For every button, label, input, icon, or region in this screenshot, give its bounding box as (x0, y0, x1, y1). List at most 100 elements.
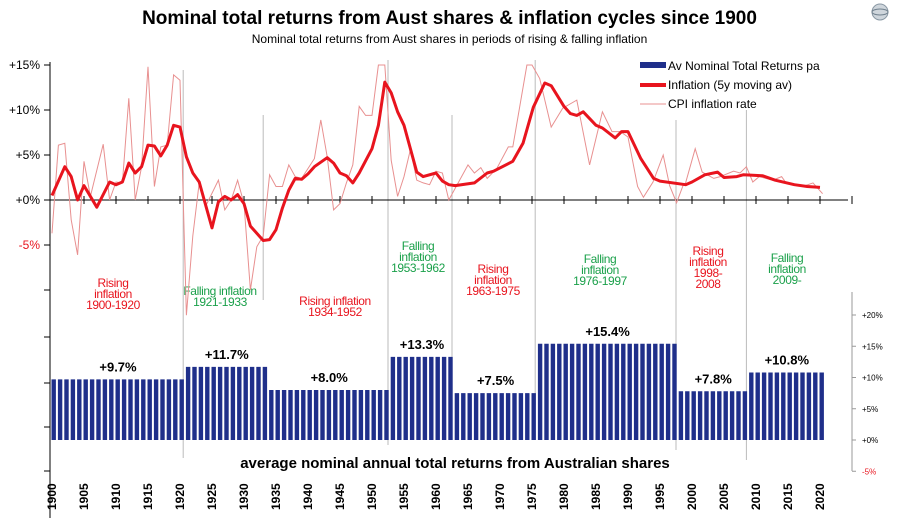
period-name-4: Rising (478, 262, 509, 276)
period-name-3: Falling (402, 239, 435, 253)
bar-1908 (102, 379, 108, 440)
x-tick-label-1915: 1915 (141, 483, 155, 510)
bar-1995 (659, 343, 664, 440)
x-tick-label-2010: 2010 (749, 483, 763, 510)
bar-1925 (211, 366, 216, 440)
bar-1966 (473, 393, 479, 440)
bar-1947 (352, 390, 357, 440)
bar-1936 (281, 390, 287, 440)
bar-2017 (800, 372, 805, 440)
period-name-1: Falling inflation (183, 284, 256, 298)
bar-label-6: +7.8% (695, 371, 733, 386)
x-tick-label-1905: 1905 (77, 483, 91, 510)
chart-title: Nominal total returns from Aust shares &… (142, 8, 757, 29)
bar-1929 (237, 366, 242, 440)
bar-1991 (633, 343, 639, 440)
bar-1919 (173, 379, 178, 440)
x-tick-label-2005: 2005 (717, 483, 731, 510)
x-tick-label-2015: 2015 (781, 483, 795, 510)
y-tick-right-label-0: +20% (862, 311, 883, 320)
x-tick-label-1970: 1970 (493, 483, 507, 510)
bar-1988 (614, 343, 620, 440)
period-name-5: 1976-1997 (573, 274, 628, 288)
bar-1934 (269, 390, 274, 440)
bar-1916 (153, 379, 159, 440)
bar-1926 (217, 366, 223, 440)
period-name-2: 1934-1952 (308, 305, 363, 319)
x-tick-label-1935: 1935 (269, 483, 283, 510)
period-name-7: Falling (771, 251, 804, 265)
bar-1978 (550, 343, 556, 440)
bar-2007 (736, 391, 741, 440)
bar-2004 (717, 391, 722, 440)
x-tick-label-1950: 1950 (365, 483, 379, 510)
x-tick-label-1940: 1940 (301, 483, 315, 510)
y-tick-label-3: +0% (16, 193, 41, 207)
y-tick-right-label-2: +10% (862, 374, 883, 383)
x-tick-label-2020: 2020 (813, 483, 827, 510)
bar-1961 (441, 356, 447, 440)
bar-1931 (249, 366, 255, 440)
bar-1946 (345, 390, 351, 440)
x-tick-label-1955: 1955 (397, 483, 411, 510)
bar-1943 (326, 390, 332, 440)
bar-1954 (397, 356, 402, 440)
y-tick-right-label-4: +0% (862, 436, 878, 445)
bar-1918 (166, 379, 172, 440)
period-name-7: 2009- (773, 273, 802, 287)
x-tick-label-1960: 1960 (429, 483, 443, 510)
bar-1941 (313, 390, 319, 440)
period-name-3: 1953-1962 (391, 261, 446, 275)
bar-1981 (569, 343, 575, 440)
bar-2006 (729, 391, 735, 440)
period-name-5: Falling (584, 252, 617, 266)
bar-1902 (64, 379, 69, 440)
bar-1949 (365, 390, 370, 440)
bar-1903 (70, 379, 76, 440)
bar-1967 (480, 393, 485, 440)
bar-1912 (128, 379, 133, 440)
bar-1904 (77, 379, 82, 440)
bar-1945 (339, 390, 344, 440)
bar-2002 (704, 391, 709, 440)
bar-2001 (697, 391, 703, 440)
bar-1917 (160, 379, 165, 440)
bar-1953 (390, 356, 396, 440)
bar-label-0: +9.7% (99, 359, 137, 374)
x-tick-label-1990: 1990 (621, 483, 635, 510)
bar-1999 (685, 391, 690, 440)
bar-1928 (230, 366, 236, 440)
bar-1914 (141, 379, 146, 440)
x-tick-label-1925: 1925 (205, 483, 219, 510)
bar-1951 (377, 390, 383, 440)
period-name-0: 1900-1920 (86, 298, 141, 312)
bar-1911 (121, 379, 127, 440)
bar-1976 (537, 343, 543, 440)
legend-label-0: Av Nominal Total Returns pa (668, 59, 820, 73)
bar-1922 (192, 366, 197, 440)
y-tick-label-0: +15% (9, 58, 40, 72)
bar-1921 (185, 366, 191, 440)
x-tick-label-1980: 1980 (557, 483, 571, 510)
globe-logo-band (871, 8, 889, 16)
bar-2012 (768, 372, 773, 440)
bar-1900 (51, 379, 56, 440)
bar-1942 (320, 390, 325, 440)
bar-1948 (358, 390, 364, 440)
bar-1935 (275, 390, 280, 440)
bar-1915 (147, 379, 152, 440)
bar-2015 (787, 372, 792, 440)
period-name-0: Rising (98, 276, 129, 290)
bar-1992 (640, 343, 645, 440)
y-tick-label-2: +5% (16, 148, 41, 162)
chart-subtitle: Nominal total returns from Aust shares i… (251, 32, 648, 46)
bar-1963 (454, 393, 460, 440)
bar-1984 (589, 343, 594, 440)
bar-1968 (486, 393, 492, 440)
bar-1973 (518, 393, 524, 440)
y-tick-right-label-5: -5% (862, 467, 876, 476)
bar-1958 (422, 356, 428, 440)
bar-1977 (544, 343, 549, 440)
